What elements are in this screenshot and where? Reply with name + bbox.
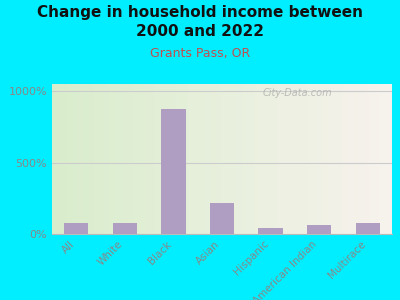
Bar — [64, 223, 88, 234]
Bar — [258, 228, 283, 234]
Bar — [356, 223, 380, 234]
Bar — [307, 225, 331, 234]
Text: Change in household income between: Change in household income between — [37, 4, 363, 20]
Text: 2000 and 2022: 2000 and 2022 — [136, 24, 264, 39]
Bar — [161, 109, 186, 234]
Text: Grants Pass, OR: Grants Pass, OR — [150, 46, 250, 59]
Text: City-Data.com: City-Data.com — [263, 88, 332, 98]
Bar — [113, 223, 137, 234]
Bar — [210, 202, 234, 234]
